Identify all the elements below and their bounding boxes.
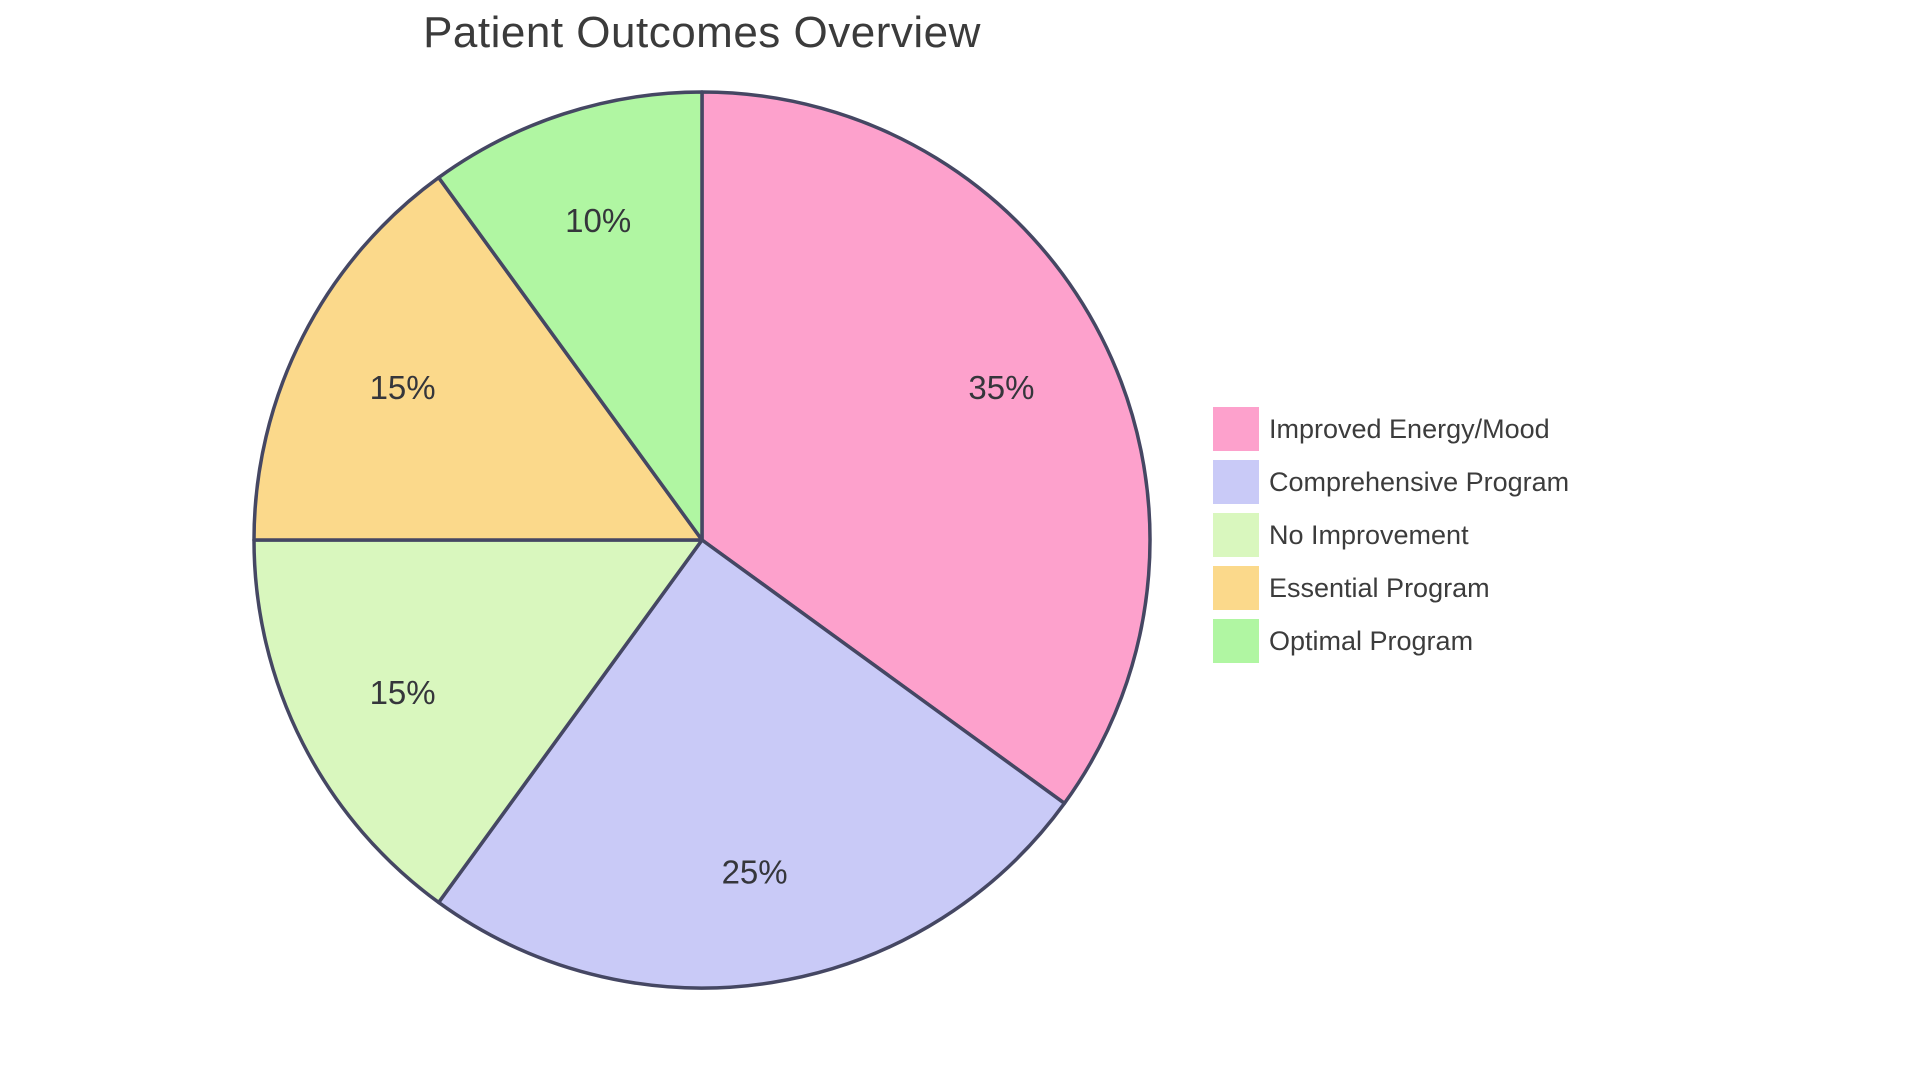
legend-label: Essential Program bbox=[1269, 572, 1490, 603]
legend-swatch bbox=[1213, 460, 1259, 504]
chart-title: Patient Outcomes Overview bbox=[423, 8, 981, 57]
pie-slice-improved-energy-mood bbox=[700, 90, 1152, 806]
legend-label: No Improvement bbox=[1269, 519, 1469, 550]
legend: Improved Energy/Mood Comprehensive Progr… bbox=[1213, 407, 1569, 663]
pie-slice-percent-label: 35% bbox=[968, 369, 1034, 406]
pie-slice-essential-program bbox=[252, 175, 704, 542]
pie-slice-no-improvement bbox=[252, 538, 704, 905]
legend-item-essential-program: Essential Program bbox=[1213, 566, 1569, 610]
legend-item-comprehensive-program: Comprehensive Program bbox=[1213, 460, 1569, 504]
legend-item-optimal-program: Optimal Program bbox=[1213, 619, 1569, 663]
pie-slice-percent-label: 15% bbox=[370, 369, 436, 406]
pie-slice-percent-label: 15% bbox=[370, 674, 436, 711]
legend-swatch bbox=[1213, 407, 1259, 451]
legend-swatch bbox=[1213, 513, 1259, 557]
legend-label: Improved Energy/Mood bbox=[1269, 413, 1550, 444]
legend-label: Comprehensive Program bbox=[1269, 466, 1570, 497]
pie-slice-percent-label: 10% bbox=[565, 202, 631, 239]
pie-slice-comprehensive-program bbox=[436, 538, 1067, 990]
pie-slice-percent-label: 25% bbox=[722, 853, 788, 890]
pie-slice-optimal-program bbox=[436, 90, 704, 542]
legend-swatch bbox=[1213, 619, 1259, 663]
legend-swatch bbox=[1213, 566, 1259, 610]
legend-item-improved-energy-mood: Improved Energy/Mood bbox=[1213, 407, 1569, 451]
legend-label: Optimal Program bbox=[1269, 625, 1474, 656]
legend-item-no-improvement: No Improvement bbox=[1213, 513, 1569, 557]
